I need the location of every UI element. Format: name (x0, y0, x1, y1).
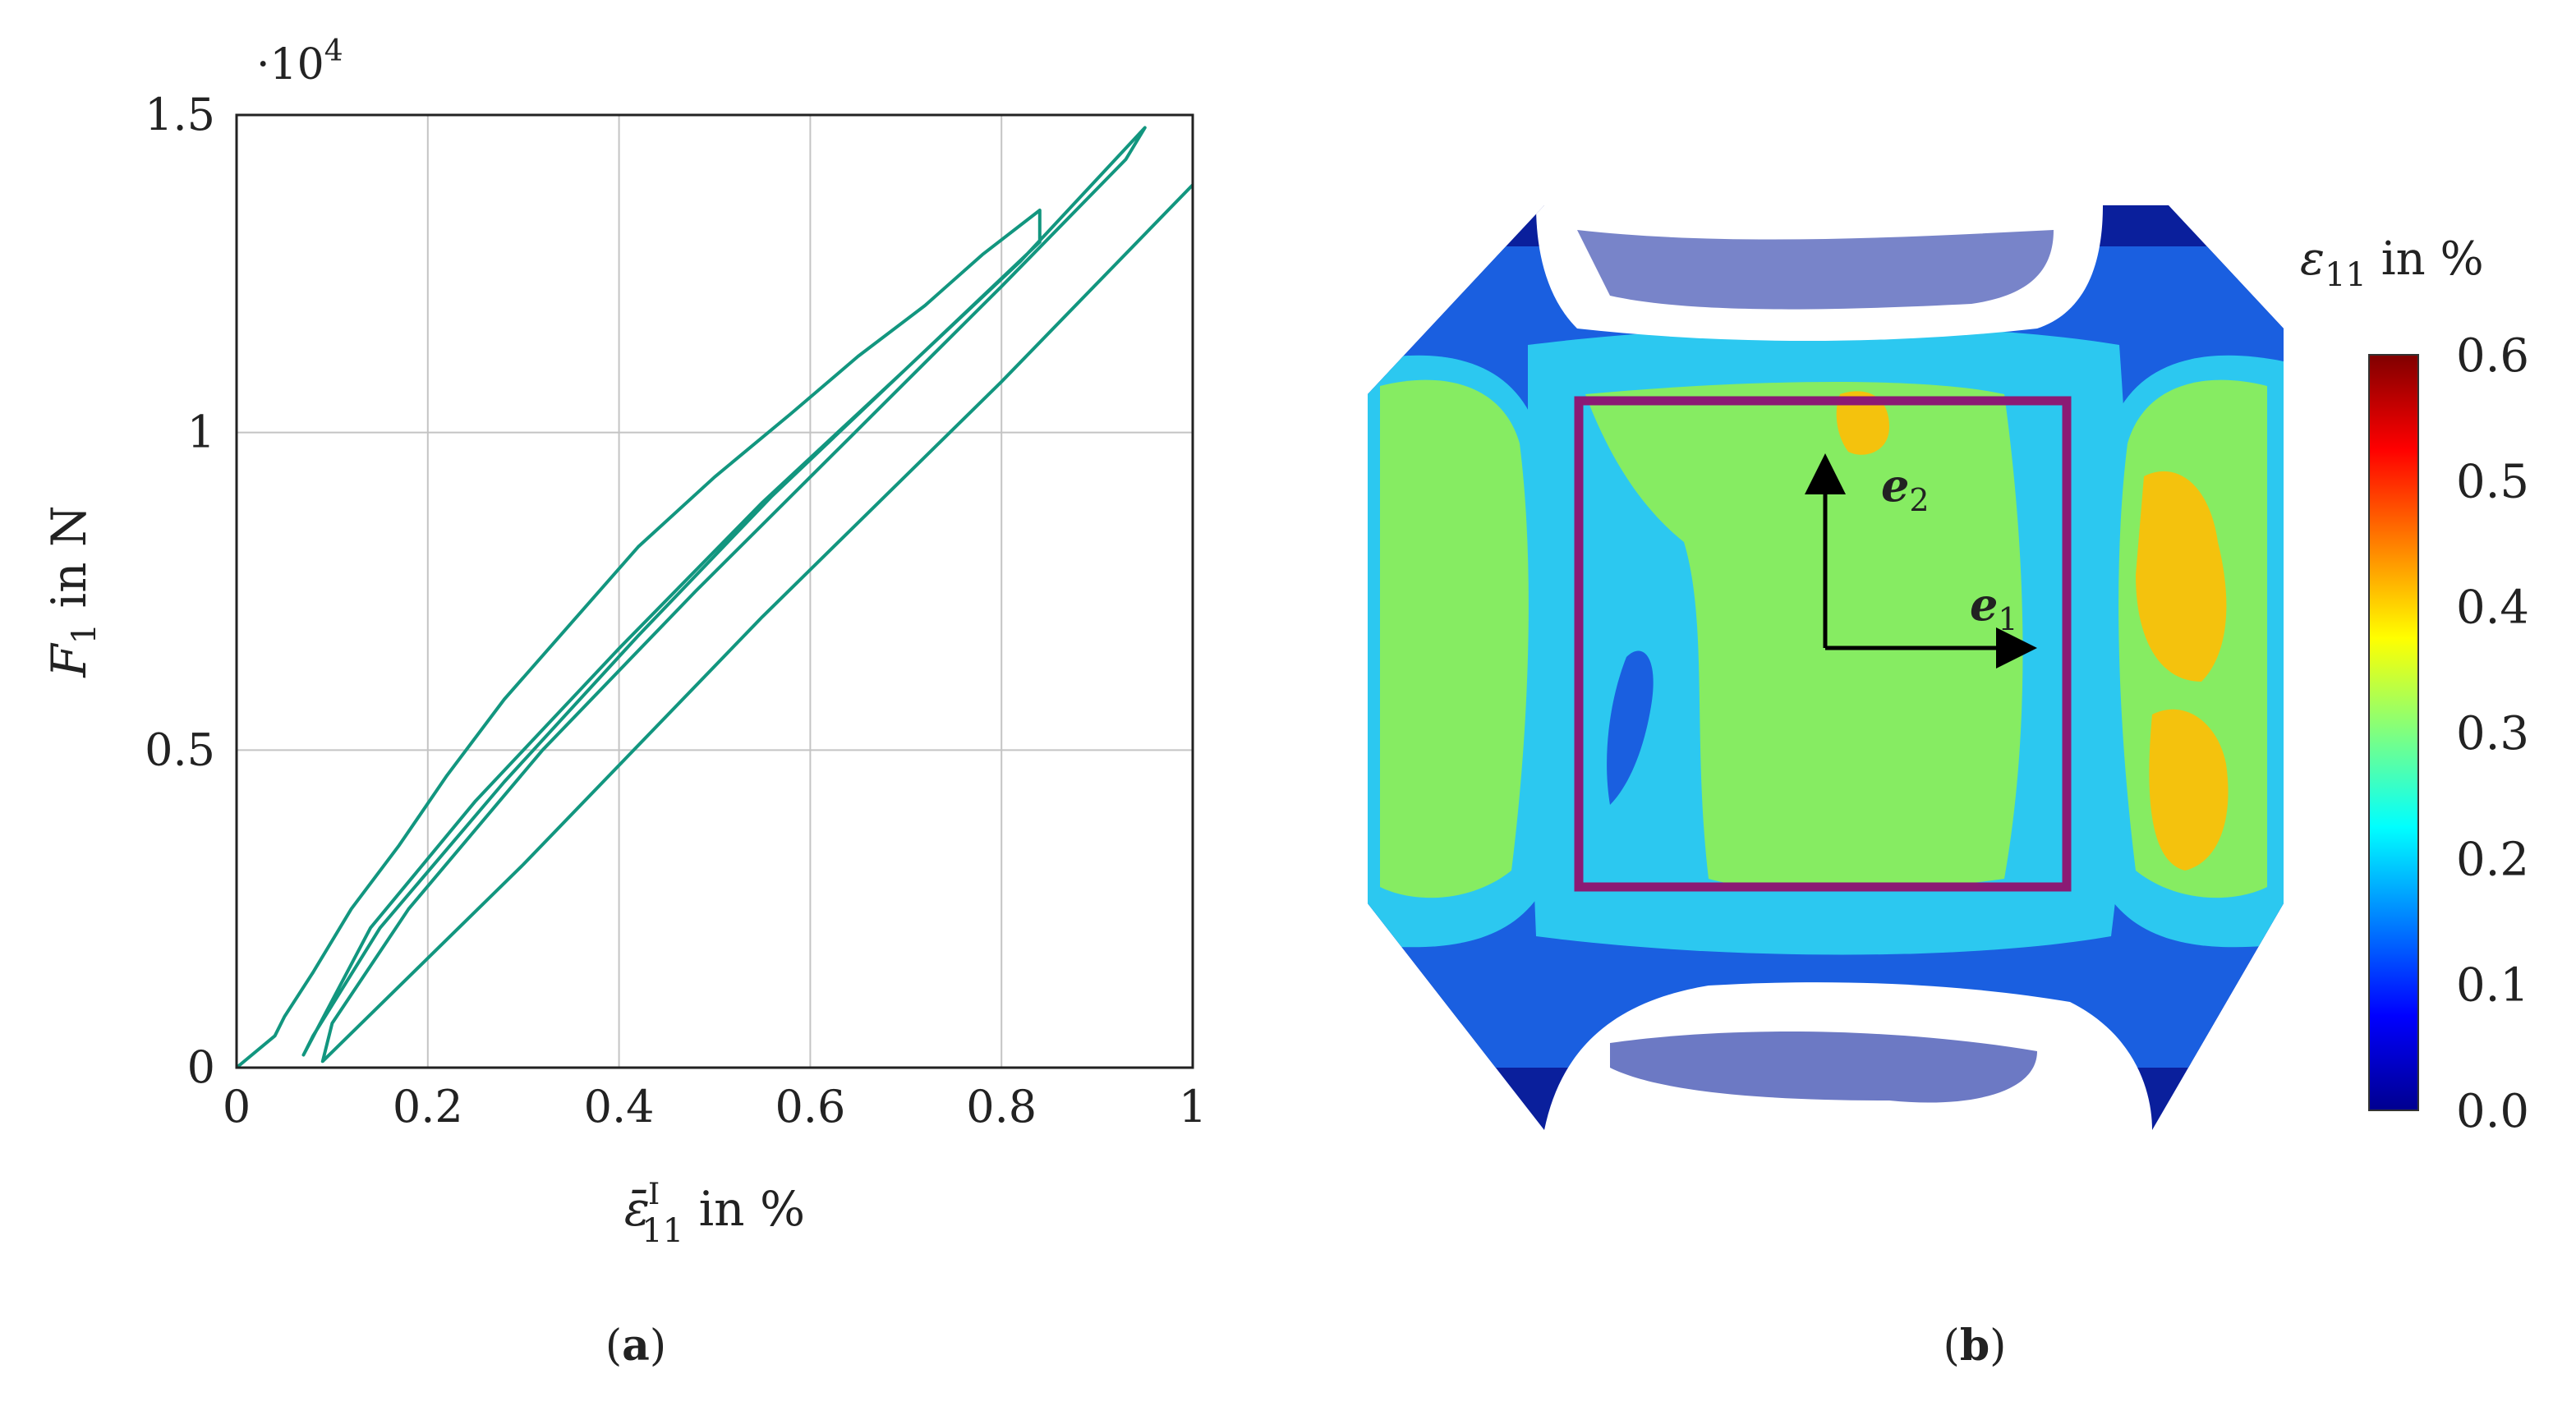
caption-a: (a) (605, 1321, 666, 1371)
plot-frame (235, 113, 1194, 1069)
y-tick-label: 0 (187, 1041, 215, 1093)
strain-field-map (1368, 205, 2284, 1130)
colorbar-tick-label: 0.5 (2456, 455, 2529, 508)
colorbar-tick-label: 0.3 (2456, 707, 2529, 760)
grid-lines (237, 115, 1193, 1068)
colorbar-tick-label: 0.4 (2456, 581, 2529, 635)
series-group (235, 126, 1194, 1069)
x-tick-label: 0 (223, 1081, 251, 1133)
region-of-interest-box (1574, 396, 2072, 892)
x-tick-label: 0.8 (966, 1081, 1037, 1133)
panel-a-chart: 0 0.2 0.4 0.6 0.8 1 0 0.5 1 1.5 ·104 F1 in N ε̄I 1… (41, 34, 1207, 1371)
colorbar-title: ε11 in % (2300, 232, 2484, 294)
tick-labels: 0 0.2 0.4 0.6 0.8 1 0 0.5 1 1.5 (145, 89, 1207, 1133)
y-multiplier: ·104 (256, 34, 343, 90)
coordinate-axes (1805, 453, 2037, 669)
y-tick-label: 1 (187, 407, 215, 458)
y-axis-label: F1 in N (41, 505, 104, 678)
colorbar-tick-label: 0.6 (2456, 329, 2529, 383)
x-axis-label: ε̄I 11 in % (624, 1178, 805, 1250)
x-tick-label: 0.6 (775, 1081, 845, 1133)
x-tick-label: 0.2 (393, 1081, 463, 1133)
caption-b: (b) (1944, 1321, 2007, 1371)
x-tick-label: 1 (1179, 1081, 1207, 1133)
vector-e2-label: e2 (1881, 459, 1930, 518)
colorbar-tick-label: 0.2 (2456, 833, 2529, 886)
colorbar (2368, 354, 2419, 1111)
y-tick-label: 0.5 (145, 724, 215, 775)
colorbar-tick-label: 0.1 (2456, 959, 2529, 1013)
x-tick-label: 0.4 (584, 1081, 655, 1133)
colorbar-tick-label: 0.0 (2456, 1085, 2529, 1138)
colorbar-ticks: 0.0 0.1 0.2 0.3 0.4 0.5 0.6 (2456, 329, 2529, 1138)
y-tick-label: 1.5 (145, 89, 215, 140)
series-line (235, 126, 1194, 1069)
vector-e1-label: e1 (1970, 578, 2018, 637)
